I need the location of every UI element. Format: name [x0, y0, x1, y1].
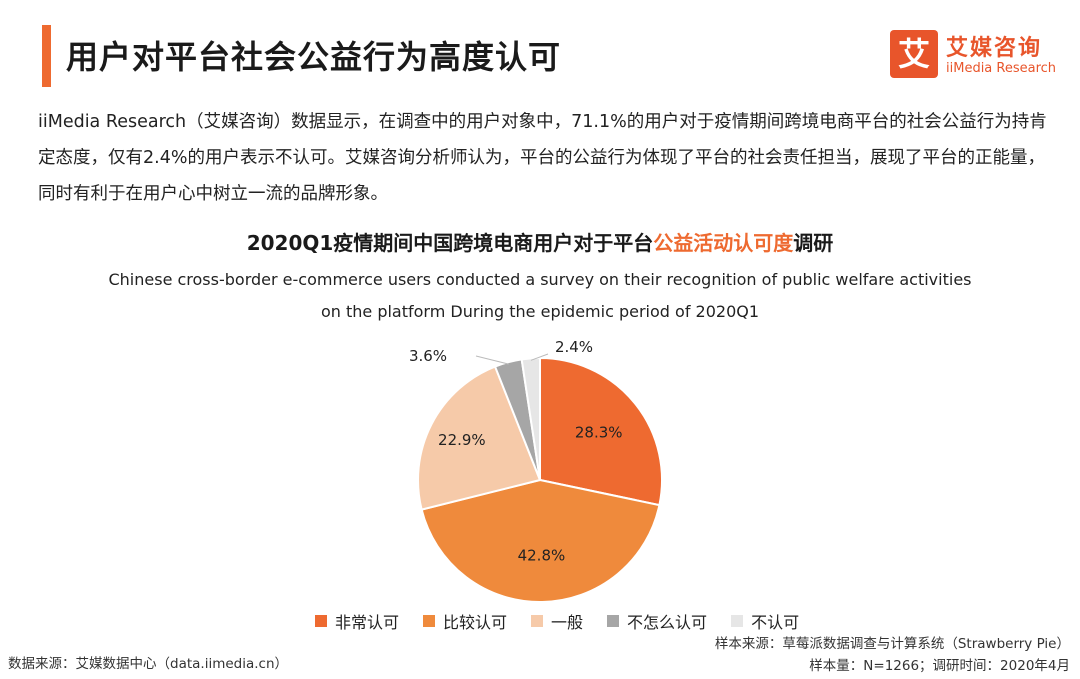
slice-neutral [417, 365, 542, 511]
chart-title-pre: 2020Q1疫情期间中国跨境电商用户对于平台 [246, 231, 654, 255]
chart-title: 2020Q1疫情期间中国跨境电商用户对于平台公益活动认可度调研 [0, 227, 1080, 256]
legend-swatch [731, 615, 744, 627]
legend-label: 非常认可 [335, 613, 400, 632]
sample-source: 样本来源：草莓派数据调查与计算系统（Strawberry Pie） [714, 636, 1070, 652]
chart-title-post: 调研 [793, 231, 834, 255]
data-source: 数据来源：艾媒数据中心（data.iimedia.cn） [8, 656, 289, 672]
legend-swatch [531, 615, 544, 627]
sample-size: 样本量：N=1266；调研时间：2020年4月 [809, 658, 1070, 674]
legend-label: 比较认可 [443, 613, 508, 632]
chart-subtitle: Chinese cross-border e-commerce users co… [70, 264, 1010, 328]
legend-swatch [423, 615, 436, 627]
legend-item: 不怎么认可 [607, 609, 707, 633]
slice-very-recognize [539, 356, 663, 507]
leader-line [475, 355, 509, 365]
slice-value-label: 42.8% [518, 547, 566, 565]
slice-value-label: 28.3% [575, 423, 623, 441]
slice-value-label: 3.6% [409, 347, 447, 365]
chart-legend: 非常认可 比较认可 一般 不怎么认可 不认可 [315, 609, 823, 633]
legend-label: 不认可 [751, 613, 800, 632]
page-title: 用户对平台社会公益行为高度认可 [66, 38, 562, 76]
legend-item: 一般 [531, 609, 583, 633]
legend-swatch [315, 615, 327, 627]
slice-fairly-recognize [420, 478, 661, 603]
legend-swatch [607, 615, 620, 627]
sample-info-block: 样本来源：草莓派数据调查与计算系统（Strawberry Pie） 样本量：N=… [715, 633, 1070, 677]
logo-icon: 艾 [890, 30, 938, 78]
legend-label: 不怎么认可 [627, 613, 708, 632]
chart-subtitle-line1: Chinese cross-border e-commerce users co… [108, 270, 972, 289]
title-accent-bar [42, 25, 51, 87]
pie-chart: 28.3% 42.8% 22.9% 3.6% 2.4% [409, 338, 663, 603]
slice-value-label: 2.4% [555, 338, 593, 356]
slice-not-recognize [520, 356, 541, 481]
legend-label: 一般 [551, 613, 584, 632]
chart-subtitle-line2: on the platform During the epidemic peri… [320, 302, 760, 321]
chart-title-highlight: 公益活动认可度 [653, 231, 794, 255]
legend-item: 非常认可 [315, 609, 399, 633]
logo-name-cn: 艾媒咨询 [946, 36, 1043, 61]
legend-item: 比较认可 [423, 609, 507, 633]
logo-name-en: iiMedia Research [946, 61, 1057, 76]
intro-paragraph: iiMedia Research（艾媒咨询）数据显示，在调查中的用户对象中，71… [38, 112, 1047, 204]
slice-value-label: 22.9% [438, 431, 486, 449]
leader-line [530, 353, 549, 361]
brand-logo: 艾 艾媒咨询 iiMedia Research [890, 30, 1062, 80]
legend-item: 不认可 [731, 609, 799, 633]
